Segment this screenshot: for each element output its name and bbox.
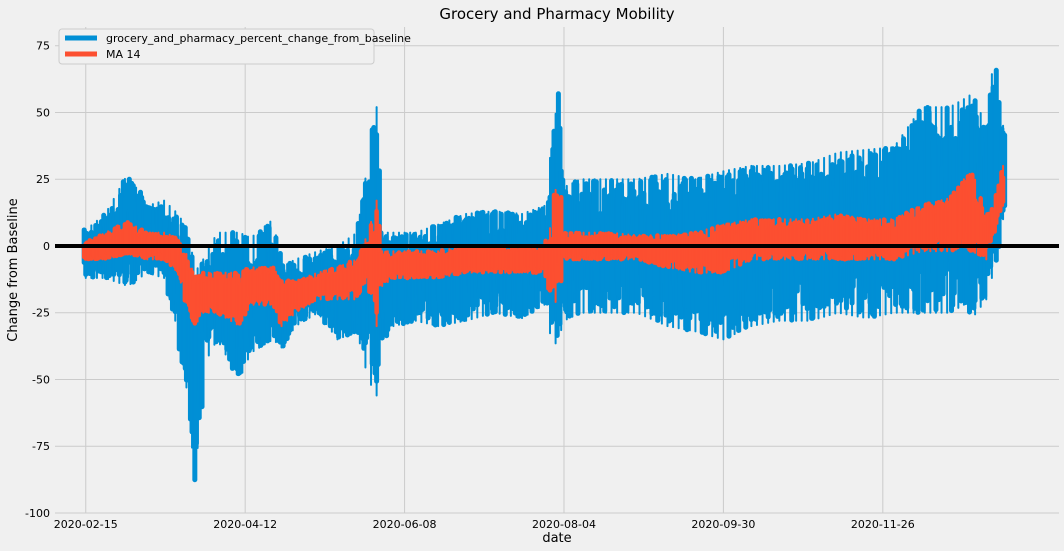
x-tick-label: 2020-08-04 (532, 518, 596, 531)
x-tick-label: 2020-06-08 (373, 518, 437, 531)
y-tick-label: 75 (36, 40, 50, 53)
x-tick-label: 2020-11-26 (851, 518, 915, 531)
y-axis-label: Change from Baseline (6, 198, 21, 341)
y-tick-label: -50 (32, 373, 50, 386)
legend-label-ma14: MA 14 (106, 48, 141, 61)
legend: grocery_and_pharmacy_percent_change_from… (58, 28, 411, 65)
y-tick-label: 50 (36, 106, 50, 119)
series (81, 67, 1008, 483)
y-tick-label: -75 (32, 440, 50, 453)
x-axis-label: date (542, 531, 571, 546)
legend-box (58, 28, 375, 65)
legend-label-grocery: grocery_and_pharmacy_percent_change_from… (106, 32, 411, 45)
y-tick-label: -25 (32, 307, 50, 320)
x-axis: 2020-02-15 2020-04-12 2020-06-08 2020-08-04… (54, 518, 915, 531)
x-tick-label: 2020-04-12 (213, 518, 277, 531)
chart-title: Grocery and Pharmacy Mobility (439, 5, 674, 23)
y-tick-label: -100 (25, 507, 50, 520)
x-tick-label: 2020-02-15 (54, 518, 118, 531)
y-tick-label: 0 (43, 240, 50, 253)
y-axis: -100 -75 -50 -25 0 25 50 75 (25, 40, 50, 520)
x-tick-label: 2020-09-30 (691, 518, 755, 531)
y-tick-label: 25 (36, 173, 50, 186)
